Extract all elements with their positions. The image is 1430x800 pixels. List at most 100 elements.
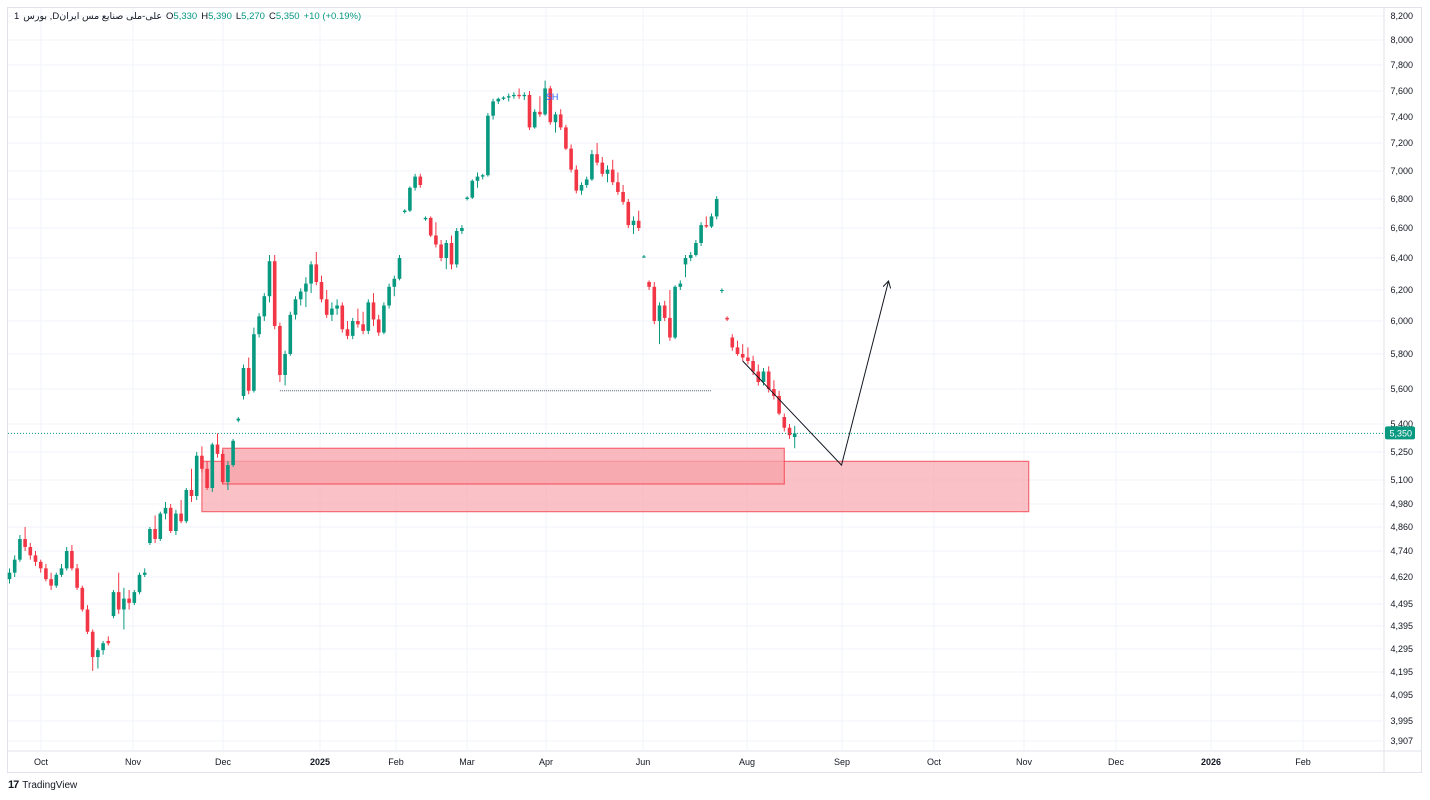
- last-price-badge: [1385, 426, 1415, 440]
- candle: [730, 334, 735, 351]
- legend-change: +10 (+0.19%): [303, 11, 362, 22]
- candle: [122, 587, 126, 630]
- candle: [517, 88, 521, 99]
- candle-body: [730, 337, 735, 348]
- candle: [96, 647, 100, 669]
- candle-body: [122, 598, 126, 610]
- candle: [777, 390, 781, 416]
- candle: [574, 165, 579, 194]
- legend-low-label: L: [235, 11, 242, 22]
- candle: [605, 165, 610, 183]
- candle-body: [501, 97, 506, 99]
- candle-body: [434, 235, 438, 245]
- legend-low-value: 5,270: [241, 11, 265, 22]
- drawing-layer: SH: [8, 92, 1383, 467]
- candle: [23, 527, 27, 551]
- candle-body: [564, 127, 568, 149]
- candle: [740, 344, 745, 361]
- candle-body: [569, 148, 573, 170]
- candle-body: [314, 264, 319, 282]
- candle-body: [345, 329, 350, 336]
- x-axis-label: Oct: [927, 757, 942, 767]
- candle-body: [782, 417, 787, 428]
- x-axis-label: Nov: [1016, 757, 1033, 767]
- candle-body: [49, 579, 53, 586]
- candle: [132, 589, 137, 606]
- candle-body: [735, 347, 740, 354]
- candle: [319, 275, 324, 303]
- candle-body: [298, 291, 303, 300]
- candle-body: [397, 258, 402, 279]
- candle: [116, 572, 121, 614]
- candle: [475, 172, 480, 188]
- candle-body: [714, 199, 719, 217]
- candle: [314, 252, 319, 286]
- candle: [174, 509, 178, 535]
- candle-body: [439, 244, 443, 258]
- candle-body: [688, 255, 693, 258]
- candle-body: [387, 286, 391, 306]
- candle-body: [200, 455, 204, 469]
- candle-body: [532, 111, 537, 128]
- candle: [636, 210, 641, 231]
- candle-body: [179, 513, 183, 522]
- candle: [610, 159, 615, 185]
- candle: [631, 216, 636, 234]
- candle: [579, 182, 584, 195]
- candle: [491, 98, 495, 120]
- candle: [179, 500, 183, 524]
- tradingview-brand[interactable]: 17 TradingView: [8, 779, 77, 791]
- candle: [309, 261, 313, 294]
- x-axis-label: 2025: [310, 757, 330, 767]
- candle-body: [486, 115, 490, 176]
- candle: [735, 340, 740, 356]
- candle-body: [18, 539, 22, 560]
- candle: [205, 461, 209, 490]
- y-axis-label: 4,095: [1390, 690, 1413, 700]
- candle: [210, 442, 215, 492]
- candle-body: [257, 316, 261, 335]
- candle: [720, 288, 724, 294]
- candle: [70, 545, 74, 571]
- candle-body: [777, 396, 781, 414]
- candle: [28, 543, 33, 560]
- candle: [642, 255, 646, 258]
- y-axis-label: 8,200: [1390, 11, 1413, 21]
- candle-body: [647, 282, 651, 287]
- y-axis-label: 4,860: [1390, 522, 1413, 532]
- candle: [584, 176, 589, 188]
- candle: [49, 572, 53, 590]
- candle-body: [371, 302, 376, 320]
- candle-body: [740, 354, 745, 358]
- candle-body: [28, 547, 33, 556]
- candle-body: [194, 455, 199, 496]
- projection-path: [742, 282, 889, 467]
- candle: [345, 321, 350, 340]
- candle-body: [392, 278, 397, 287]
- legend-symbol[interactable]: بورس ,Dعلی-ملی صنایع مس ایران: [23, 11, 163, 22]
- candle-body: [496, 98, 501, 102]
- candle: [366, 299, 371, 335]
- candle-body: [189, 490, 194, 496]
- chart-frame[interactable]: [7, 7, 1422, 773]
- grid-layer: [8, 8, 1383, 750]
- candle-body: [33, 555, 38, 562]
- candle-body: [7, 572, 12, 580]
- candle: [90, 629, 95, 671]
- y-axis-label: 4,495: [1390, 599, 1413, 609]
- candle: [506, 93, 511, 102]
- candle: [501, 96, 506, 101]
- tradingview-logo-icon: 17: [8, 779, 19, 791]
- candle: [137, 572, 142, 595]
- legend-open-value: 5,330: [173, 11, 198, 22]
- candle: [226, 461, 230, 490]
- candle: [548, 85, 553, 125]
- y-axis-label: 6,400: [1390, 253, 1413, 263]
- candle: [538, 96, 542, 117]
- candle-body: [59, 568, 64, 575]
- candle-body: [376, 319, 381, 333]
- candle-body: [356, 321, 360, 325]
- candle-body: [522, 94, 527, 97]
- legend-close-value: 5,350: [275, 11, 300, 22]
